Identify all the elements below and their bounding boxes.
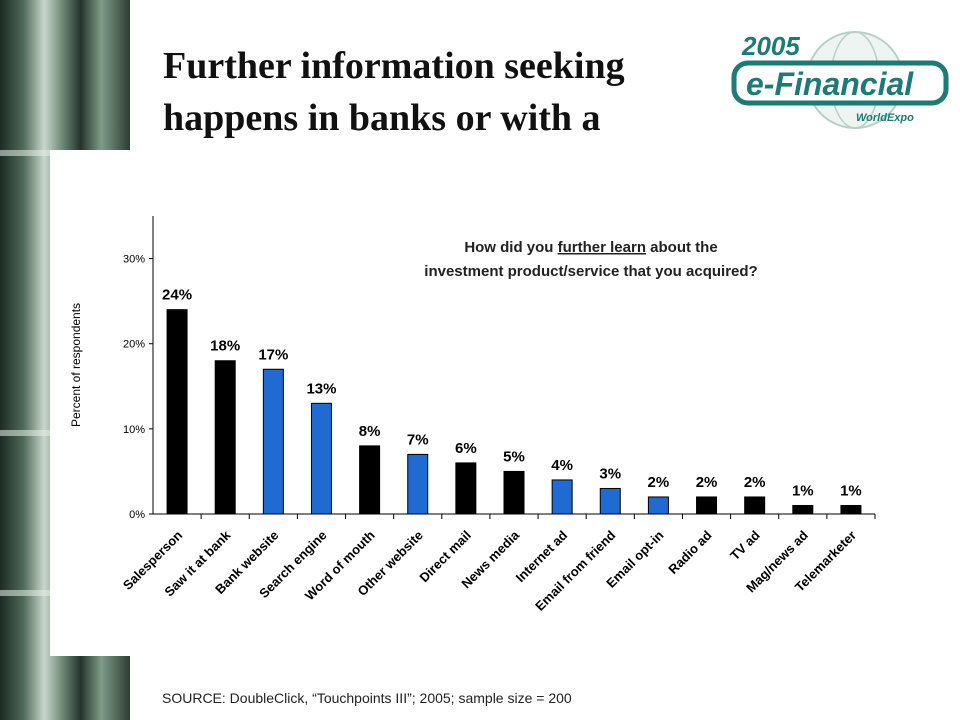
bar-9	[551, 479, 573, 515]
data-label: 4%	[551, 457, 573, 474]
chart-title-fragment: about the	[646, 239, 718, 256]
y-axis-label: Percent of respondents	[69, 303, 83, 427]
data-label: 5%	[503, 448, 525, 465]
y-tick-label: 0%	[129, 509, 145, 521]
logo-year: 2005	[741, 31, 800, 61]
chart-title-fragment: How did you	[464, 239, 557, 256]
source-note: SOURCE: DoubleClick, “Touchpoints III”; …	[162, 690, 572, 706]
bar-2	[214, 360, 236, 515]
bar-4	[310, 402, 332, 515]
y-tick-label: 20%	[123, 339, 145, 351]
logo-name: e-Financial	[746, 66, 914, 102]
bar-15	[840, 504, 862, 515]
data-label: 2%	[696, 474, 718, 491]
category-label: Email from friend	[532, 527, 618, 613]
bar-11	[647, 496, 669, 515]
bar-3	[262, 368, 284, 515]
chart-title-line1: How did you further learn about the	[464, 239, 717, 256]
data-label: 1%	[792, 482, 814, 499]
data-label: 1%	[840, 482, 862, 499]
data-label: 6%	[455, 440, 477, 457]
data-label: 13%	[306, 380, 336, 397]
data-label: 7%	[407, 431, 429, 448]
bar-6	[407, 453, 429, 515]
bar-chart: 0% 10% 20% 30% Percent of respondents How did…	[69, 216, 876, 614]
data-label: 3%	[599, 465, 621, 482]
data-label: 2%	[648, 474, 670, 491]
data-label: 18%	[210, 338, 240, 355]
bar-7	[455, 462, 477, 515]
bar-5	[359, 445, 381, 515]
chart-title-underlined-phrase: further learn	[558, 239, 646, 256]
bar-13	[744, 496, 766, 515]
category-label: TV ad	[727, 527, 763, 563]
data-label: 2%	[744, 474, 766, 491]
category-label: Radio ad	[665, 527, 714, 576]
bar-12	[696, 496, 718, 515]
data-label: 8%	[359, 423, 381, 440]
e-financial-logo: 2005 e-Financial WorldExpo	[731, 31, 949, 129]
y-tick-label: 30%	[123, 254, 145, 266]
data-label: 24%	[162, 287, 192, 304]
chart-title-line2: investment product/service that you acqu…	[424, 263, 757, 280]
bar-1	[166, 309, 188, 515]
y-tick-label: 10%	[123, 424, 145, 436]
data-label: 17%	[258, 346, 288, 363]
bar-14	[792, 504, 814, 515]
logo-subtitle: WorldExpo	[856, 112, 914, 124]
chart-panel: 0% 10% 20% 30% Percent of respondents How did…	[50, 150, 910, 656]
bar-10	[599, 487, 621, 515]
bar-8	[503, 470, 525, 515]
